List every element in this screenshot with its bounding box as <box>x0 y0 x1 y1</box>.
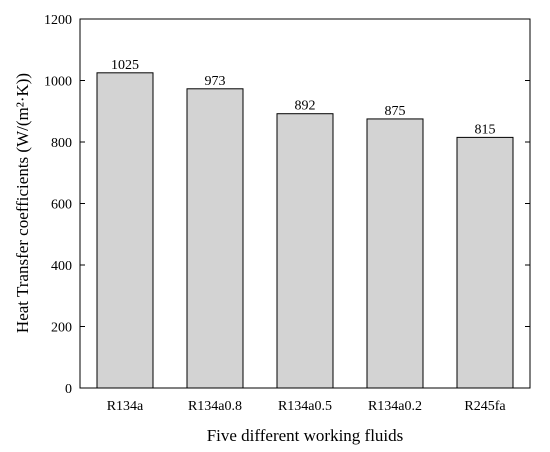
x-axis-ticks: R134a R134a0.8 R134a0.5 R134a0.2 R245fa <box>107 383 506 414</box>
y-tick-label: 1000 <box>44 75 72 90</box>
y-tick-label: 1200 <box>44 13 72 28</box>
data-label: 815 <box>475 122 496 137</box>
y-tick-label: 400 <box>51 259 72 274</box>
bar-r134a0-2 <box>366 118 424 389</box>
bars <box>96 72 514 389</box>
x-tick-label: R134a0.8 <box>188 399 242 414</box>
x-tick-label: R134a0.5 <box>278 399 332 414</box>
data-label: 875 <box>385 104 406 119</box>
bar-r134a0-8 <box>186 88 244 389</box>
bar-r245fa <box>456 136 514 389</box>
y-axis-ticks: 0 200 400 600 800 1000 1200 <box>44 13 530 397</box>
y-tick-label: 200 <box>51 321 72 336</box>
x-tick-label: R134a <box>107 399 144 414</box>
x-axis-title: Five different working fluids <box>207 426 404 445</box>
plot-area-frame <box>79 18 531 389</box>
y-tick-label: 0 <box>65 382 72 397</box>
bar-r134a0-5 <box>276 113 334 389</box>
data-labels: 1025 973 892 875 815 <box>111 58 496 138</box>
x-tick-label: R134a0.2 <box>368 399 422 414</box>
data-label: 892 <box>295 99 316 114</box>
y-axis-title: Heat Transfer coefficients (W/(m²·K)) <box>13 73 32 333</box>
data-label: 1025 <box>111 58 139 73</box>
y-tick-label: 600 <box>51 198 72 213</box>
bar-r134a <box>96 72 154 389</box>
y-tick-label: 800 <box>51 136 72 151</box>
x-tick-label: R245fa <box>464 399 506 414</box>
data-label: 973 <box>205 74 226 89</box>
